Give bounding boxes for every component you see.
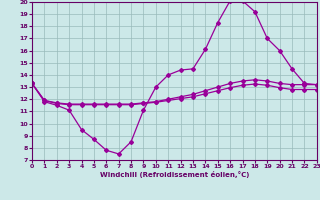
X-axis label: Windchill (Refroidissement éolien,°C): Windchill (Refroidissement éolien,°C) xyxy=(100,171,249,178)
